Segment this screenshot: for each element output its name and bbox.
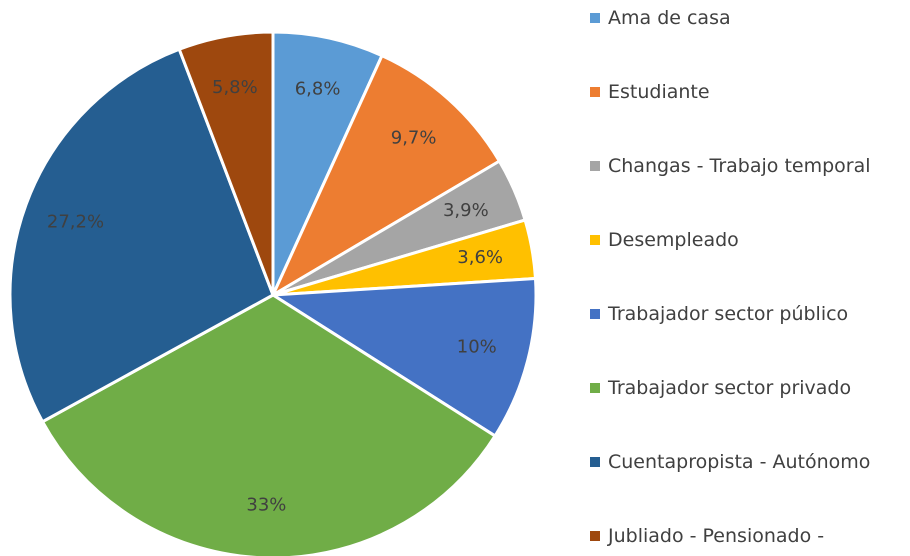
- legend-entry: Trabajador sector privado: [590, 373, 900, 403]
- legend-entry: Ama de casa: [590, 3, 900, 33]
- legend-swatch: [590, 531, 600, 541]
- legend-swatch: [590, 309, 600, 319]
- legend-swatch: [590, 457, 600, 467]
- data-label: 10%: [457, 336, 497, 357]
- legend-label: Desempleado: [608, 229, 739, 251]
- legend-label: Trabajador sector público: [608, 303, 849, 325]
- data-label: 5,8%: [212, 77, 258, 98]
- pie-area: 6,8% 9,7% 3,9% 3,6% 10% 33% 27,2% 5,8%: [8, 30, 538, 556]
- data-label: 9,7%: [391, 127, 437, 148]
- legend-label: Changas - Trabajo temporal: [608, 155, 871, 177]
- legend-label: Estudiante: [608, 81, 710, 103]
- legend-entry: Trabajador sector público: [590, 299, 900, 329]
- legend-entry: Changas - Trabajo temporal: [590, 151, 900, 181]
- pie-slice: [268, 276, 538, 438]
- legend-entry: Jubliado - Pensionado -: [590, 521, 900, 551]
- data-label: 3,9%: [443, 200, 489, 221]
- legend-swatch: [590, 161, 600, 171]
- legend-label: Jubliado - Pensionado -: [608, 525, 825, 547]
- legend-entry: Cuentapropista - Autónomo: [590, 447, 900, 477]
- legend-label: Trabajador sector privado: [608, 377, 852, 399]
- pie-slice: [271, 30, 384, 296]
- legend-label: Ama de casa: [608, 7, 731, 29]
- legend-swatch: [590, 235, 600, 245]
- legend-entry: Desempleado: [590, 225, 900, 255]
- legend-swatch: [590, 13, 600, 23]
- data-label: 27,2%: [47, 211, 104, 232]
- pie-slice: [269, 53, 502, 299]
- legend-label: Cuentapropista - Autónomo: [608, 451, 871, 473]
- data-label: 3,6%: [457, 247, 503, 268]
- pie-slice: [8, 47, 275, 424]
- legend-swatch: [590, 383, 600, 393]
- pie-slice: [177, 30, 275, 296]
- legend-entry: Estudiante: [590, 77, 900, 107]
- data-label: 6,8%: [295, 78, 341, 99]
- data-label: 33%: [246, 494, 286, 515]
- legend-swatch: [590, 87, 600, 97]
